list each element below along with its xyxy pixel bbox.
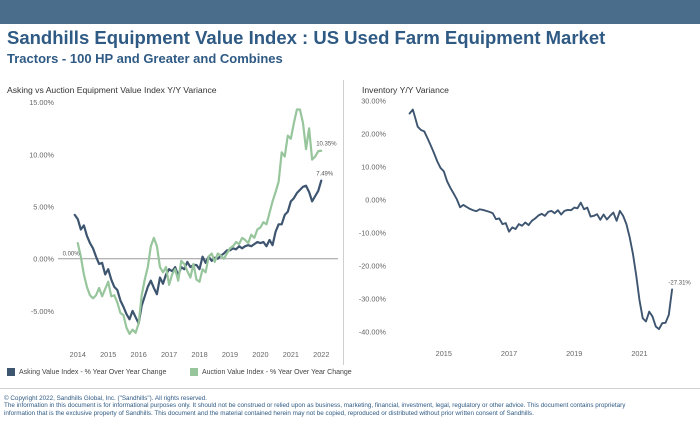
- x-tick-2021: 2021: [283, 350, 299, 359]
- legend-label-asking: Asking Value Index - % Year Over Year Ch…: [19, 368, 167, 376]
- x-tick-2017: 2017: [161, 350, 177, 359]
- footer-divider: [0, 388, 700, 389]
- y-tick-0-00: 0.00%: [33, 255, 54, 264]
- legend-label-auction: Auction Value Index - % Year Over Year C…: [202, 368, 352, 376]
- legend-item-auction: Auction Value Index - % Year Over Year C…: [190, 368, 352, 376]
- annotation-27-31: -27.31%: [668, 281, 691, 287]
- y-tick-10-00: -10.00%: [359, 228, 387, 237]
- x-tick-2022: 2022: [313, 350, 329, 359]
- x-tick-2019: 2019: [566, 349, 582, 358]
- y-tick-5-00: 5.00%: [33, 203, 54, 212]
- series-line-auction: [76, 108, 323, 335]
- x-tick-2020: 2020: [252, 350, 268, 359]
- footer-disclaimer-2: information that is the exclusive proper…: [4, 409, 534, 417]
- legend-swatch-asking: [7, 368, 15, 376]
- footer-disclaimer-1: The information in this document is for …: [4, 402, 626, 410]
- x-tick-2018: 2018: [191, 350, 207, 359]
- legend-swatch-auction: [190, 368, 198, 376]
- y-tick-20-00: -20.00%: [359, 261, 387, 270]
- chart-title: Asking vs Auction Equipment Value Index …: [7, 85, 217, 95]
- series-line-inventory: [408, 108, 674, 331]
- series-line-asking: [73, 179, 323, 325]
- inventory-chart: Inventory Y/Y Variance -40.00% -30.00% -20.…: [359, 85, 692, 358]
- y-tick-30-00: 30.00%: [361, 96, 386, 105]
- y-tick-40-00: -40.00%: [359, 327, 387, 336]
- page-title: Sandhills Equipment Value Index : US Use…: [7, 27, 606, 48]
- x-tick-2019: 2019: [222, 350, 238, 359]
- y-tick-10-00: 10.00%: [361, 162, 386, 171]
- y-tick-20-00: 20.00%: [361, 129, 386, 138]
- y-tick-30-00: -30.00%: [359, 294, 387, 303]
- legend-item-asking: Asking Value Index - % Year Over Year Ch…: [7, 368, 166, 376]
- page-subtitle: Tractors - 100 HP and Greater and Combin…: [7, 51, 283, 66]
- annotation-10-35: 10.35%: [316, 142, 337, 148]
- x-tick-2014: 2014: [70, 350, 86, 359]
- annotation-7-49: 7.49%: [316, 172, 334, 178]
- y-tick-5-00: -5.00%: [31, 307, 55, 316]
- x-tick-2015: 2015: [436, 349, 452, 358]
- y-tick-10-00: 10.00%: [29, 150, 54, 159]
- y-tick-15-00: 15.00%: [29, 98, 54, 107]
- x-tick-2021: 2021: [631, 349, 647, 358]
- x-tick-2017: 2017: [501, 349, 517, 358]
- asking-vs-auction-chart: Asking vs Auction Equipment Value Index …: [7, 85, 338, 359]
- footer: © Copyright 2022, Sandhills Global, Inc.…: [4, 395, 698, 417]
- header-bar: [0, 0, 700, 24]
- chart-title: Inventory Y/Y Variance: [362, 85, 449, 95]
- annotation-0-00: 0.00%: [63, 252, 81, 258]
- chart-divider: [343, 80, 344, 365]
- x-tick-2015: 2015: [100, 350, 116, 359]
- y-tick-0-00: 0.00%: [365, 195, 386, 204]
- x-tick-2016: 2016: [131, 350, 147, 359]
- footer-copyright: © Copyright 2022, Sandhills Global, Inc.…: [4, 395, 208, 402]
